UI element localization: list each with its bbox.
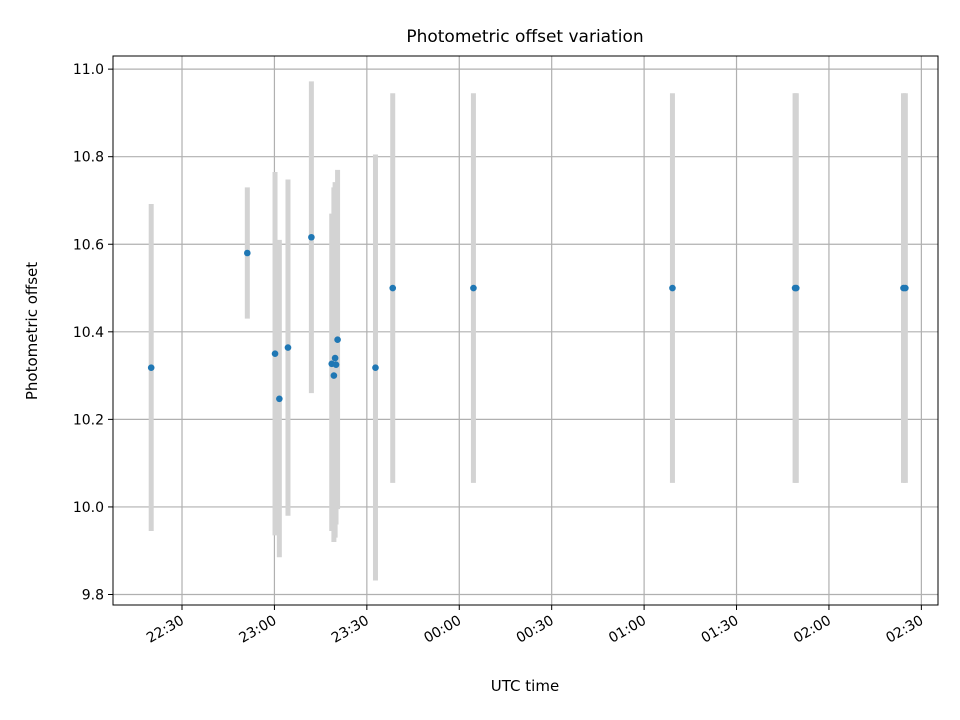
data-point: [332, 361, 340, 368]
data-point: [276, 395, 283, 403]
plot-frame: [112, 55, 939, 606]
data-point: [147, 364, 155, 372]
y-tick-label: 10.2: [73, 412, 104, 428]
y-tick-label: 10.8: [73, 150, 104, 166]
data-point: [470, 284, 477, 292]
y-tick-label: 9.8: [82, 587, 104, 603]
y-tick-label: 11.0: [73, 62, 104, 78]
data-point: [792, 284, 800, 292]
data-point: [308, 233, 315, 241]
data-point: [389, 284, 397, 292]
data-point: [284, 344, 292, 351]
data-point: [331, 354, 339, 362]
data-point: [372, 364, 379, 372]
data-point: [334, 336, 341, 343]
y-axis: 9.8 10.0 10.2 10.4 10.6 10.8 11.0: [73, 62, 113, 603]
data-point: [902, 284, 909, 292]
data-point: [244, 249, 251, 257]
y-tick-label: 10.6: [73, 237, 104, 253]
y-axis-title: Photometric offset: [23, 262, 41, 400]
y-tick-label: 10.4: [73, 325, 104, 341]
data-point: [330, 372, 338, 379]
data-points: [147, 233, 909, 403]
data-point: [669, 284, 676, 292]
y-tick-label: 10.0: [73, 500, 104, 516]
grid: [113, 56, 938, 605]
data-point: [271, 350, 279, 358]
chart-title: Photometric offset variation: [406, 27, 643, 47]
x-axis-title: UTC time: [491, 677, 559, 695]
